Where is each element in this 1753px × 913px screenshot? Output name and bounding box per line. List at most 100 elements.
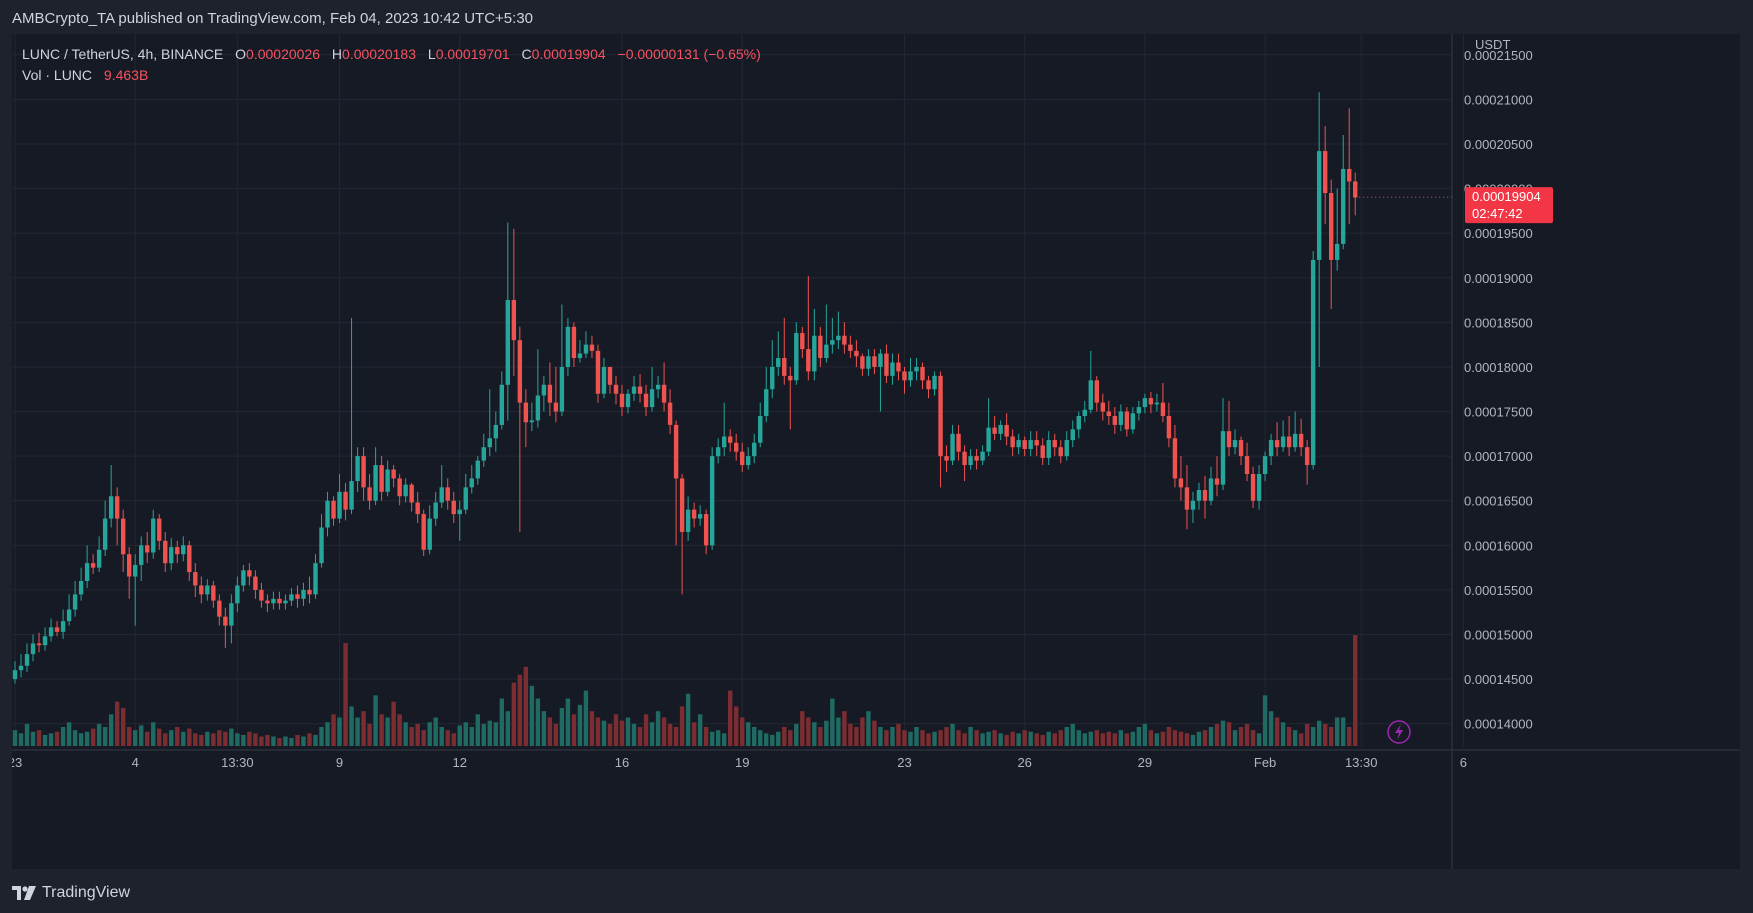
candle-body[interactable] <box>998 424 1003 434</box>
candle-body[interactable] <box>157 518 162 541</box>
candle-body[interactable] <box>187 545 192 573</box>
candle-body[interactable] <box>427 518 432 550</box>
candle-body[interactable] <box>1244 456 1250 474</box>
candle-body[interactable] <box>1112 415 1118 425</box>
candle-body[interactable] <box>54 627 60 632</box>
candle-body[interactable] <box>872 356 877 367</box>
candle-body[interactable] <box>139 545 144 565</box>
candle-body[interactable] <box>1184 487 1190 510</box>
candle-body[interactable] <box>914 366 919 372</box>
candle-body[interactable] <box>193 572 198 586</box>
candle-body[interactable] <box>1353 181 1358 198</box>
candle-body[interactable] <box>12 670 18 680</box>
candle-body[interactable] <box>746 456 751 466</box>
candle-body[interactable] <box>1016 440 1021 448</box>
candle-body[interactable] <box>1256 473 1262 501</box>
candle-body[interactable] <box>481 447 486 461</box>
candle-body[interactable] <box>1046 440 1051 458</box>
candle-body[interactable] <box>1238 440 1244 457</box>
candle-body[interactable] <box>181 545 186 555</box>
candle-body[interactable] <box>806 349 811 372</box>
candle-body[interactable] <box>259 589 264 601</box>
candle-body[interactable] <box>1280 436 1286 448</box>
candle-body[interactable] <box>36 643 42 646</box>
candle-body[interactable] <box>571 326 577 359</box>
candle-body[interactable] <box>72 594 78 610</box>
candle-body[interactable] <box>553 402 559 412</box>
candle-body[interactable] <box>1286 436 1292 448</box>
candle-body[interactable] <box>120 518 126 555</box>
candle-body[interactable] <box>247 570 252 577</box>
candle-body[interactable] <box>577 353 583 359</box>
candle-body[interactable] <box>1172 438 1178 479</box>
candle-body[interactable] <box>980 451 985 461</box>
candle-body[interactable] <box>601 366 607 394</box>
candle-body[interactable] <box>1100 402 1106 412</box>
candle-body[interactable] <box>367 487 372 501</box>
candle-body[interactable] <box>740 451 745 466</box>
candle-body[interactable] <box>1106 411 1112 416</box>
candle-body[interactable] <box>433 502 438 519</box>
candle-body[interactable] <box>18 665 24 671</box>
candle-body[interactable] <box>229 603 234 626</box>
candle-body[interactable] <box>241 570 246 586</box>
candle-body[interactable] <box>1328 193 1334 260</box>
candle-body[interactable] <box>788 375 793 381</box>
candle-body[interactable] <box>1214 478 1220 485</box>
candle-body[interactable] <box>78 580 84 595</box>
candle-body[interactable] <box>1028 440 1033 449</box>
candle-body[interactable] <box>697 514 703 519</box>
candle-body[interactable] <box>421 514 426 550</box>
candle-body[interactable] <box>295 594 300 599</box>
candle-body[interactable] <box>758 415 763 443</box>
candle-body[interactable] <box>824 344 829 359</box>
candle-body[interactable] <box>90 563 96 568</box>
candle-body[interactable] <box>890 362 895 376</box>
candle-body[interactable] <box>938 375 943 457</box>
candle-body[interactable] <box>265 600 270 604</box>
candle-body[interactable] <box>1034 440 1039 446</box>
candle-body[interactable] <box>1232 440 1238 448</box>
candle-body[interactable] <box>42 636 48 646</box>
candle-body[interactable] <box>60 621 66 632</box>
candle-body[interactable] <box>884 353 889 376</box>
candle-body[interactable] <box>84 563 90 581</box>
candle-body[interactable] <box>1160 402 1166 416</box>
candle-body[interactable] <box>415 502 420 515</box>
candle-body[interactable] <box>1058 447 1063 457</box>
candle-body[interactable] <box>445 487 450 501</box>
candle-body[interactable] <box>379 465 384 492</box>
candle-body[interactable] <box>932 375 937 390</box>
candle-body[interactable] <box>637 386 643 394</box>
candle-body[interactable] <box>583 344 589 354</box>
candle-body[interactable] <box>66 609 72 622</box>
candle-body[interactable] <box>114 496 120 519</box>
candle-body[interactable] <box>199 585 204 595</box>
candle-body[interactable] <box>1118 411 1124 425</box>
candle-body[interactable] <box>1250 473 1256 501</box>
candle-body[interactable] <box>253 576 258 590</box>
candle-body[interactable] <box>830 340 835 345</box>
candle-body[interactable] <box>734 442 739 452</box>
candle-body[interactable] <box>631 386 637 394</box>
candle-body[interactable] <box>1142 398 1148 408</box>
candle-body[interactable] <box>1226 431 1232 448</box>
candle-body[interactable] <box>541 384 547 396</box>
candle-body[interactable] <box>1052 440 1057 448</box>
candle-body[interactable] <box>565 326 571 367</box>
candle-body[interactable] <box>800 333 805 350</box>
candle-body[interactable] <box>1208 478 1214 501</box>
candle-body[interactable] <box>619 393 625 408</box>
candle-body[interactable] <box>1190 500 1196 510</box>
candle-body[interactable] <box>986 427 991 452</box>
candle-body[interactable] <box>493 424 498 439</box>
candle-body[interactable] <box>1076 415 1081 430</box>
candle-body[interactable] <box>643 393 649 408</box>
candle-body[interactable] <box>1202 490 1208 501</box>
candle-body[interactable] <box>535 395 541 421</box>
candle-body[interactable] <box>878 353 883 367</box>
candle-body[interactable] <box>361 456 366 488</box>
candle-body[interactable] <box>325 500 330 528</box>
candle-body[interactable] <box>655 384 661 390</box>
candle-body[interactable] <box>974 456 979 461</box>
